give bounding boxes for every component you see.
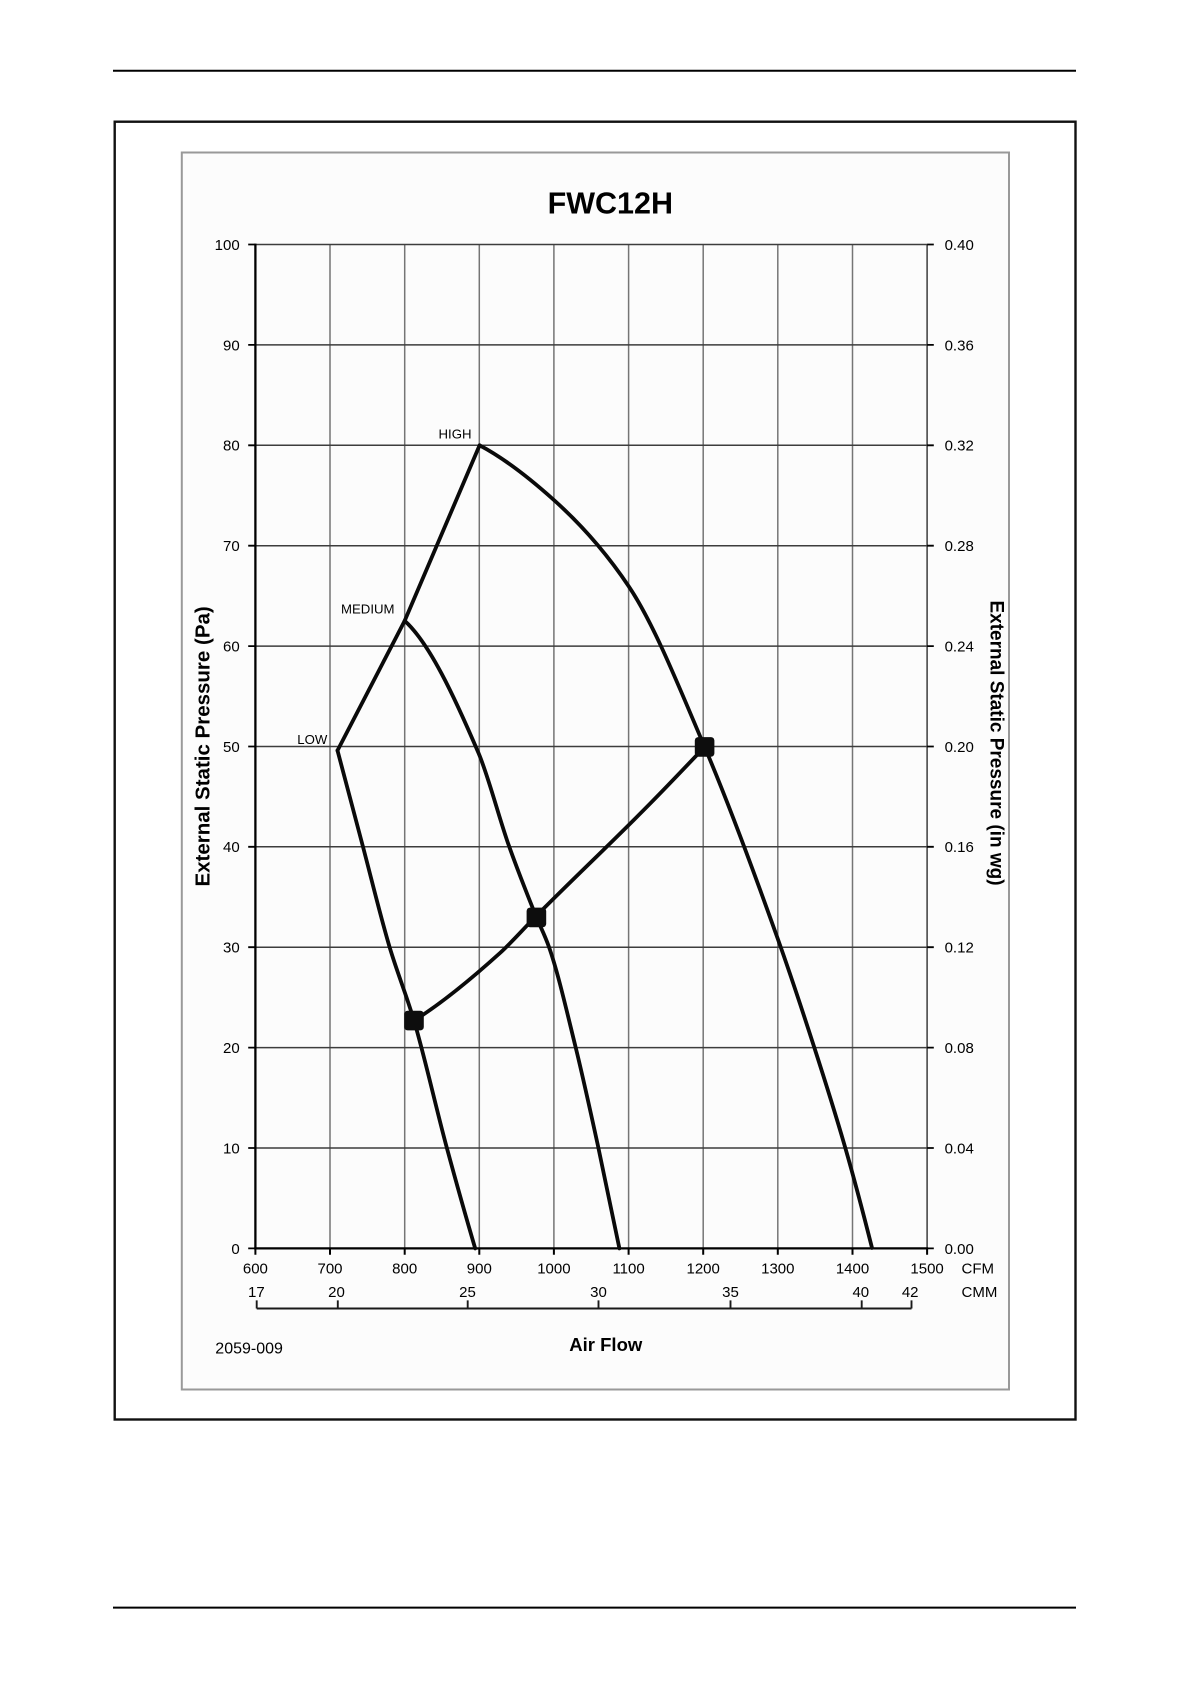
svg-text:0.12: 0.12 xyxy=(945,940,974,957)
svg-text:90: 90 xyxy=(223,337,240,354)
svg-text:40: 40 xyxy=(852,1284,869,1301)
svg-text:HIGH: HIGH xyxy=(439,427,472,442)
svg-text:10: 10 xyxy=(223,1140,240,1157)
svg-text:CFM: CFM xyxy=(962,1261,995,1278)
svg-text:25: 25 xyxy=(459,1284,476,1301)
svg-text:800: 800 xyxy=(392,1261,417,1278)
svg-text:30: 30 xyxy=(223,940,240,957)
svg-text:2059-009: 2059-009 xyxy=(215,1341,283,1358)
svg-text:17: 17 xyxy=(248,1284,265,1301)
svg-text:20: 20 xyxy=(223,1040,240,1057)
svg-text:0: 0 xyxy=(231,1241,239,1258)
svg-text:1100: 1100 xyxy=(612,1261,644,1278)
svg-text:700: 700 xyxy=(317,1261,342,1278)
svg-text:0.40: 0.40 xyxy=(945,237,974,254)
svg-text:CMM: CMM xyxy=(962,1284,998,1301)
svg-text:0.28: 0.28 xyxy=(945,538,974,555)
svg-text:1500: 1500 xyxy=(910,1261,943,1278)
svg-text:0.08: 0.08 xyxy=(945,1040,974,1057)
svg-text:0.36: 0.36 xyxy=(945,337,974,354)
svg-text:20: 20 xyxy=(328,1284,345,1301)
svg-text:Air Flow: Air Flow xyxy=(569,1334,643,1355)
svg-text:1000: 1000 xyxy=(537,1261,570,1278)
svg-text:0.00: 0.00 xyxy=(945,1241,974,1258)
svg-text:42: 42 xyxy=(902,1284,919,1301)
svg-text:60: 60 xyxy=(223,639,240,656)
svg-text:1400: 1400 xyxy=(836,1261,869,1278)
svg-text:35: 35 xyxy=(722,1284,739,1301)
svg-text:80: 80 xyxy=(223,438,240,455)
svg-text:1200: 1200 xyxy=(687,1261,720,1278)
svg-text:FWC12H: FWC12H xyxy=(548,187,673,221)
svg-text:LOW: LOW xyxy=(297,732,328,747)
svg-text:0.20: 0.20 xyxy=(945,739,974,756)
svg-text:100: 100 xyxy=(215,237,240,254)
svg-text:70: 70 xyxy=(223,538,240,555)
svg-text:50: 50 xyxy=(223,739,240,756)
svg-text:600: 600 xyxy=(243,1261,268,1278)
svg-text:1300: 1300 xyxy=(761,1261,794,1278)
svg-text:External Static Pressure (in w: External Static Pressure (in wg) xyxy=(986,600,1007,885)
svg-text:External Static Pressure (Pa): External Static Pressure (Pa) xyxy=(192,606,215,886)
svg-text:0.32: 0.32 xyxy=(945,438,974,455)
svg-text:0.04: 0.04 xyxy=(945,1140,974,1157)
svg-text:MEDIUM: MEDIUM xyxy=(341,602,394,617)
svg-text:0.24: 0.24 xyxy=(945,639,974,656)
svg-text:0.16: 0.16 xyxy=(945,839,974,856)
svg-text:40: 40 xyxy=(223,839,240,856)
svg-text:900: 900 xyxy=(467,1261,492,1278)
svg-text:30: 30 xyxy=(590,1284,607,1301)
